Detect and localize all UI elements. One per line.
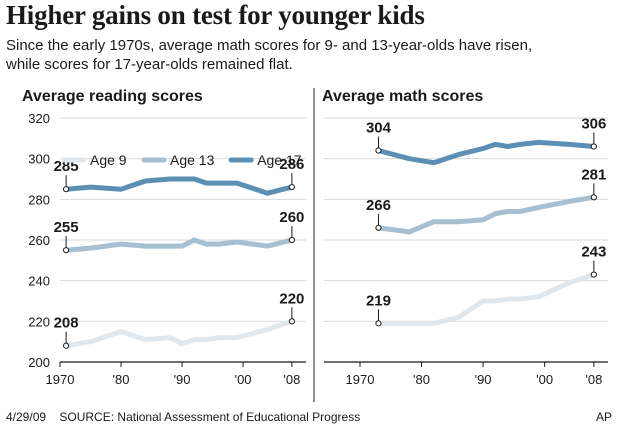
x-tick-label: '80 [113,372,130,387]
data-label-end: 281 [581,166,606,183]
math-panel-title: Average math scores [322,88,484,105]
chart-title: Higher gains on test for younger kids [6,0,425,30]
series-endpoint [288,236,295,244]
series-endpoint [375,224,382,231]
subtitle-line-1: Since the early 1970s, average math scor… [6,37,533,54]
footer-date: 4/29/09 [6,410,47,424]
y-tick-label: 220 [28,314,50,329]
data-label-end: 260 [279,209,304,226]
series-endpoint [288,318,295,325]
legend-label: Age 13 [170,152,215,168]
x-tick-label: '90 [174,372,191,387]
x-tick-label: 1970 [46,372,75,387]
x-tick-label: '90 [475,372,492,387]
x-tick-label: '00 [235,372,252,387]
data-label-end: 306 [581,115,606,132]
legend-label: Age 17 [257,152,302,168]
footer-source: SOURCE: National Assessment of Education… [59,410,361,424]
series-line-age-13 [63,237,295,253]
data-label-start: 304 [366,120,392,137]
y-tick-label: 300 [28,152,50,167]
chart-subtitle: Since the early 1970s, average math scor… [6,36,616,74]
x-tick-label: '08 [585,372,602,387]
data-label-start: 255 [54,219,79,236]
y-tick-label: 200 [28,355,50,370]
y-tick-label: 280 [28,192,50,207]
footer-credit: AP [595,410,612,424]
data-label-end: 286 [279,156,304,173]
x-tick-label: '00 [536,372,553,387]
y-tick-label: 320 [28,111,50,126]
data-label-start: 219 [366,292,391,309]
data-label-end: 220 [279,290,304,307]
series-endpoint [375,147,382,154]
y-tick-label: 240 [28,274,50,289]
series-line-age-9 [63,318,295,349]
series-line-age-17 [63,176,295,196]
x-tick-label: '08 [283,372,300,387]
subtitle-line-2: while scores for 17-year-olds remained f… [6,56,293,73]
series-endpoint [63,342,70,349]
x-tick-label: 1970 [346,372,375,387]
series-line-age-9 [376,272,597,326]
reading-panel-title: Average reading scores [22,88,203,105]
footer: 4/29/09 SOURCE: National Assessment of E… [6,410,360,424]
data-label-end: 243 [581,244,606,261]
series-endpoint [590,194,597,201]
series-endpoint [590,271,597,278]
series-endpoint [375,320,382,327]
data-label-start: 266 [366,197,391,214]
series-endpoint [63,247,70,254]
data-label-start: 208 [54,315,79,332]
series-endpoint [63,186,70,193]
series-endpoint [590,143,597,150]
x-tick-label: '80 [413,372,430,387]
series-line-age-17 [376,139,597,166]
series-line-age-13 [376,194,597,235]
series-endpoint [288,184,295,191]
legend-label: Age 9 [90,152,127,168]
y-tick-label: 260 [28,233,50,248]
